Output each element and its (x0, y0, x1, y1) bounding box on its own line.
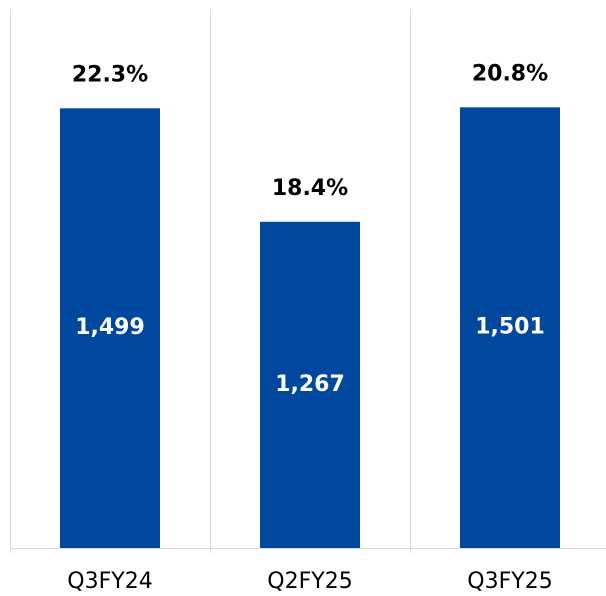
bar-value-label: 1,499 (75, 315, 145, 340)
x-tick-label: Q3FY25 (467, 569, 552, 594)
bar-value-label: 1,267 (275, 372, 345, 397)
top-value-label: 22.3% (72, 62, 148, 87)
bar-value-label: 1,501 (475, 315, 545, 340)
top-value-label: 20.8% (472, 61, 548, 86)
bar (260, 221, 360, 548)
x-tick-label: Q3FY24 (67, 569, 152, 594)
x-tick-label: Q2FY25 (267, 569, 352, 594)
bar (60, 108, 160, 548)
bar (460, 107, 560, 548)
top-value-label: 18.4% (272, 176, 348, 201)
